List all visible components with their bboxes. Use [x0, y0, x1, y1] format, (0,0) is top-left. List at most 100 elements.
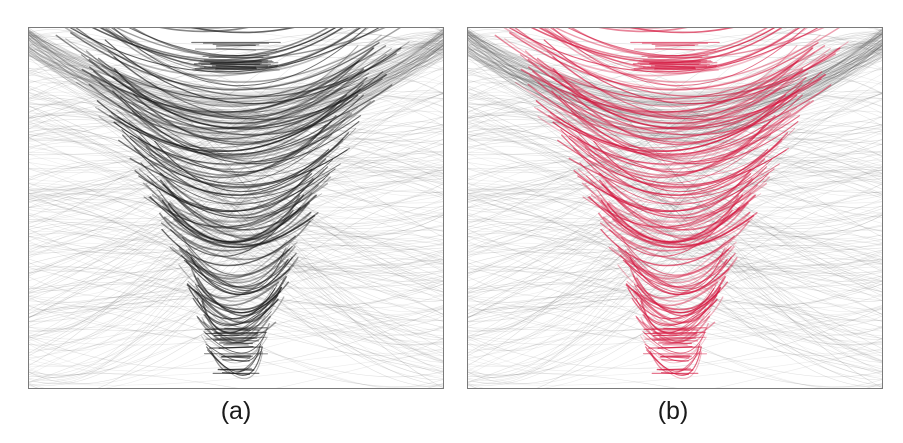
background-line — [29, 105, 443, 237]
background-line — [468, 175, 882, 223]
background-line — [468, 33, 882, 351]
background-line — [29, 138, 443, 277]
background-line — [468, 30, 882, 290]
highlighted-line — [217, 368, 255, 371]
highlighted-line — [75, 28, 397, 98]
background-line — [468, 36, 882, 224]
background-line — [29, 139, 443, 352]
highlighted-line — [632, 62, 718, 65]
highlighted-line — [210, 61, 262, 64]
background-line — [468, 74, 882, 248]
background-line — [29, 32, 443, 139]
background-line — [468, 135, 882, 281]
background-line — [468, 138, 882, 277]
background-line — [29, 32, 443, 282]
background-line — [468, 60, 882, 318]
highlighted-line — [657, 346, 693, 349]
highlighted-line — [151, 181, 319, 232]
background-line — [29, 192, 443, 309]
highlighted-line — [90, 74, 349, 130]
edge-bundle-canvas-b — [468, 28, 882, 388]
background-line — [29, 238, 443, 290]
background-line — [468, 44, 882, 220]
background-line — [468, 280, 882, 327]
background-line — [29, 69, 443, 127]
background-line — [29, 240, 443, 357]
highlighted-line — [197, 277, 283, 317]
background-line — [29, 189, 443, 386]
highlighted-line — [625, 276, 726, 311]
background-line — [29, 164, 443, 254]
background-line — [468, 92, 882, 349]
background-line — [468, 126, 882, 170]
highlighted-line — [159, 169, 313, 217]
background-line — [468, 30, 882, 122]
highlighted-line — [134, 147, 334, 205]
background-line — [29, 189, 443, 239]
highlighted-line — [650, 63, 700, 67]
background-line — [468, 189, 882, 386]
background-line — [468, 295, 882, 340]
highlighted-line — [656, 368, 694, 371]
background-line — [29, 33, 443, 126]
background-line — [468, 241, 882, 310]
background-line — [468, 230, 882, 316]
edge-bundle-canvas-a — [29, 28, 443, 388]
highlighted-line — [552, 28, 806, 86]
background-line — [468, 42, 882, 297]
background-line — [29, 31, 443, 378]
background-line — [468, 111, 882, 159]
background-line — [468, 46, 882, 106]
background-line — [29, 153, 443, 192]
background-line — [468, 28, 882, 51]
highlighted-line — [621, 236, 730, 276]
background-line — [468, 111, 882, 185]
background-line — [29, 33, 443, 114]
highlighted-line — [135, 127, 333, 184]
background-line — [468, 32, 882, 117]
highlighted-line — [637, 61, 713, 64]
background-line — [468, 233, 882, 290]
background-line — [29, 44, 443, 133]
background-line — [29, 138, 443, 362]
background-line — [468, 169, 882, 221]
background-line — [468, 69, 882, 127]
background-line — [468, 32, 882, 282]
highlighted-line — [178, 262, 295, 302]
highlighted-line — [528, 66, 832, 136]
background-line — [29, 119, 443, 204]
background-line — [29, 35, 443, 93]
background-line — [29, 33, 443, 117]
background-line — [29, 41, 443, 386]
background-line — [468, 33, 882, 114]
background-line — [468, 54, 882, 170]
highlighted-line — [203, 331, 267, 354]
highlighted-line — [570, 100, 814, 158]
background-line — [29, 193, 443, 322]
background-line — [29, 76, 443, 293]
highlighted-line — [645, 346, 702, 376]
background-line — [468, 85, 882, 363]
highlighted-line — [615, 28, 667, 30]
background-line — [468, 153, 882, 192]
background-line — [29, 348, 443, 388]
background-line — [468, 220, 882, 345]
background-line — [29, 373, 443, 388]
background-line — [468, 193, 882, 322]
background-line — [29, 46, 443, 117]
background-line — [29, 30, 443, 122]
highlighted-line — [543, 28, 840, 83]
panel-caption-a: (a) — [220, 397, 252, 425]
highlighted-line — [573, 147, 773, 205]
background-line — [468, 194, 882, 346]
background-line — [29, 193, 443, 269]
highlighted-line — [107, 47, 374, 108]
highlighted-line — [636, 316, 716, 344]
background-line — [29, 29, 443, 192]
background-line — [29, 158, 443, 197]
background-line — [29, 34, 443, 137]
highlighted-line — [137, 120, 332, 179]
background-line — [29, 31, 443, 318]
background-line — [468, 159, 882, 313]
highlighted-line — [99, 28, 361, 70]
